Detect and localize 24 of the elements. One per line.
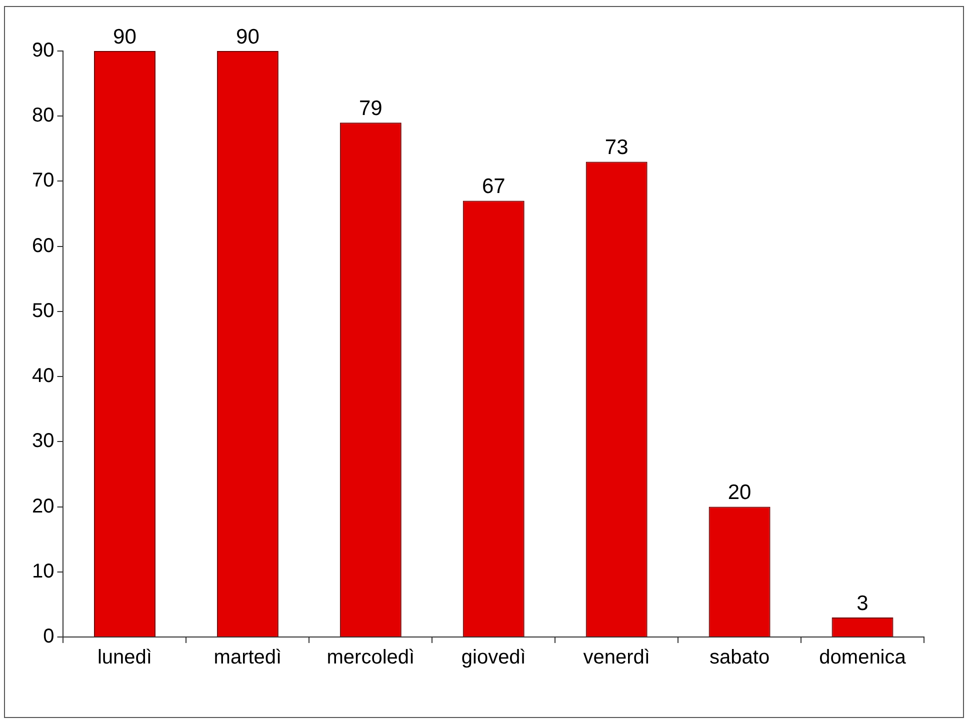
x-tick-label: mercoledì xyxy=(326,646,415,669)
x-tick-label: martedì xyxy=(214,646,282,669)
y-tick-label: 90 xyxy=(32,40,54,62)
y-tick-label: 40 xyxy=(32,365,54,388)
data-label: 3 xyxy=(856,592,868,615)
x-tick-label: domenica xyxy=(819,646,907,669)
x-tick-label: sabato xyxy=(710,646,770,669)
data-label: 79 xyxy=(358,96,382,120)
data-label: 90 xyxy=(236,25,260,48)
x-tick-label: giovedì xyxy=(461,646,526,669)
y-tick-label: 70 xyxy=(32,170,54,192)
y-tick-label: 60 xyxy=(32,234,54,257)
data-label: 90 xyxy=(113,25,136,48)
x-tick-label: venerdì xyxy=(583,646,650,669)
data-label: 20 xyxy=(728,481,752,504)
y-tick-label: 30 xyxy=(32,430,54,452)
y-tick-label: 50 xyxy=(32,300,54,322)
y-tick-label: 80 xyxy=(32,104,54,127)
y-tick-label: 20 xyxy=(32,495,54,518)
data-label: 73 xyxy=(604,136,628,159)
x-tick-label: lunedì xyxy=(97,646,152,669)
y-tick-label: 10 xyxy=(32,560,54,582)
y-tick-label: 0 xyxy=(43,626,54,648)
data-label: 67 xyxy=(482,175,506,198)
